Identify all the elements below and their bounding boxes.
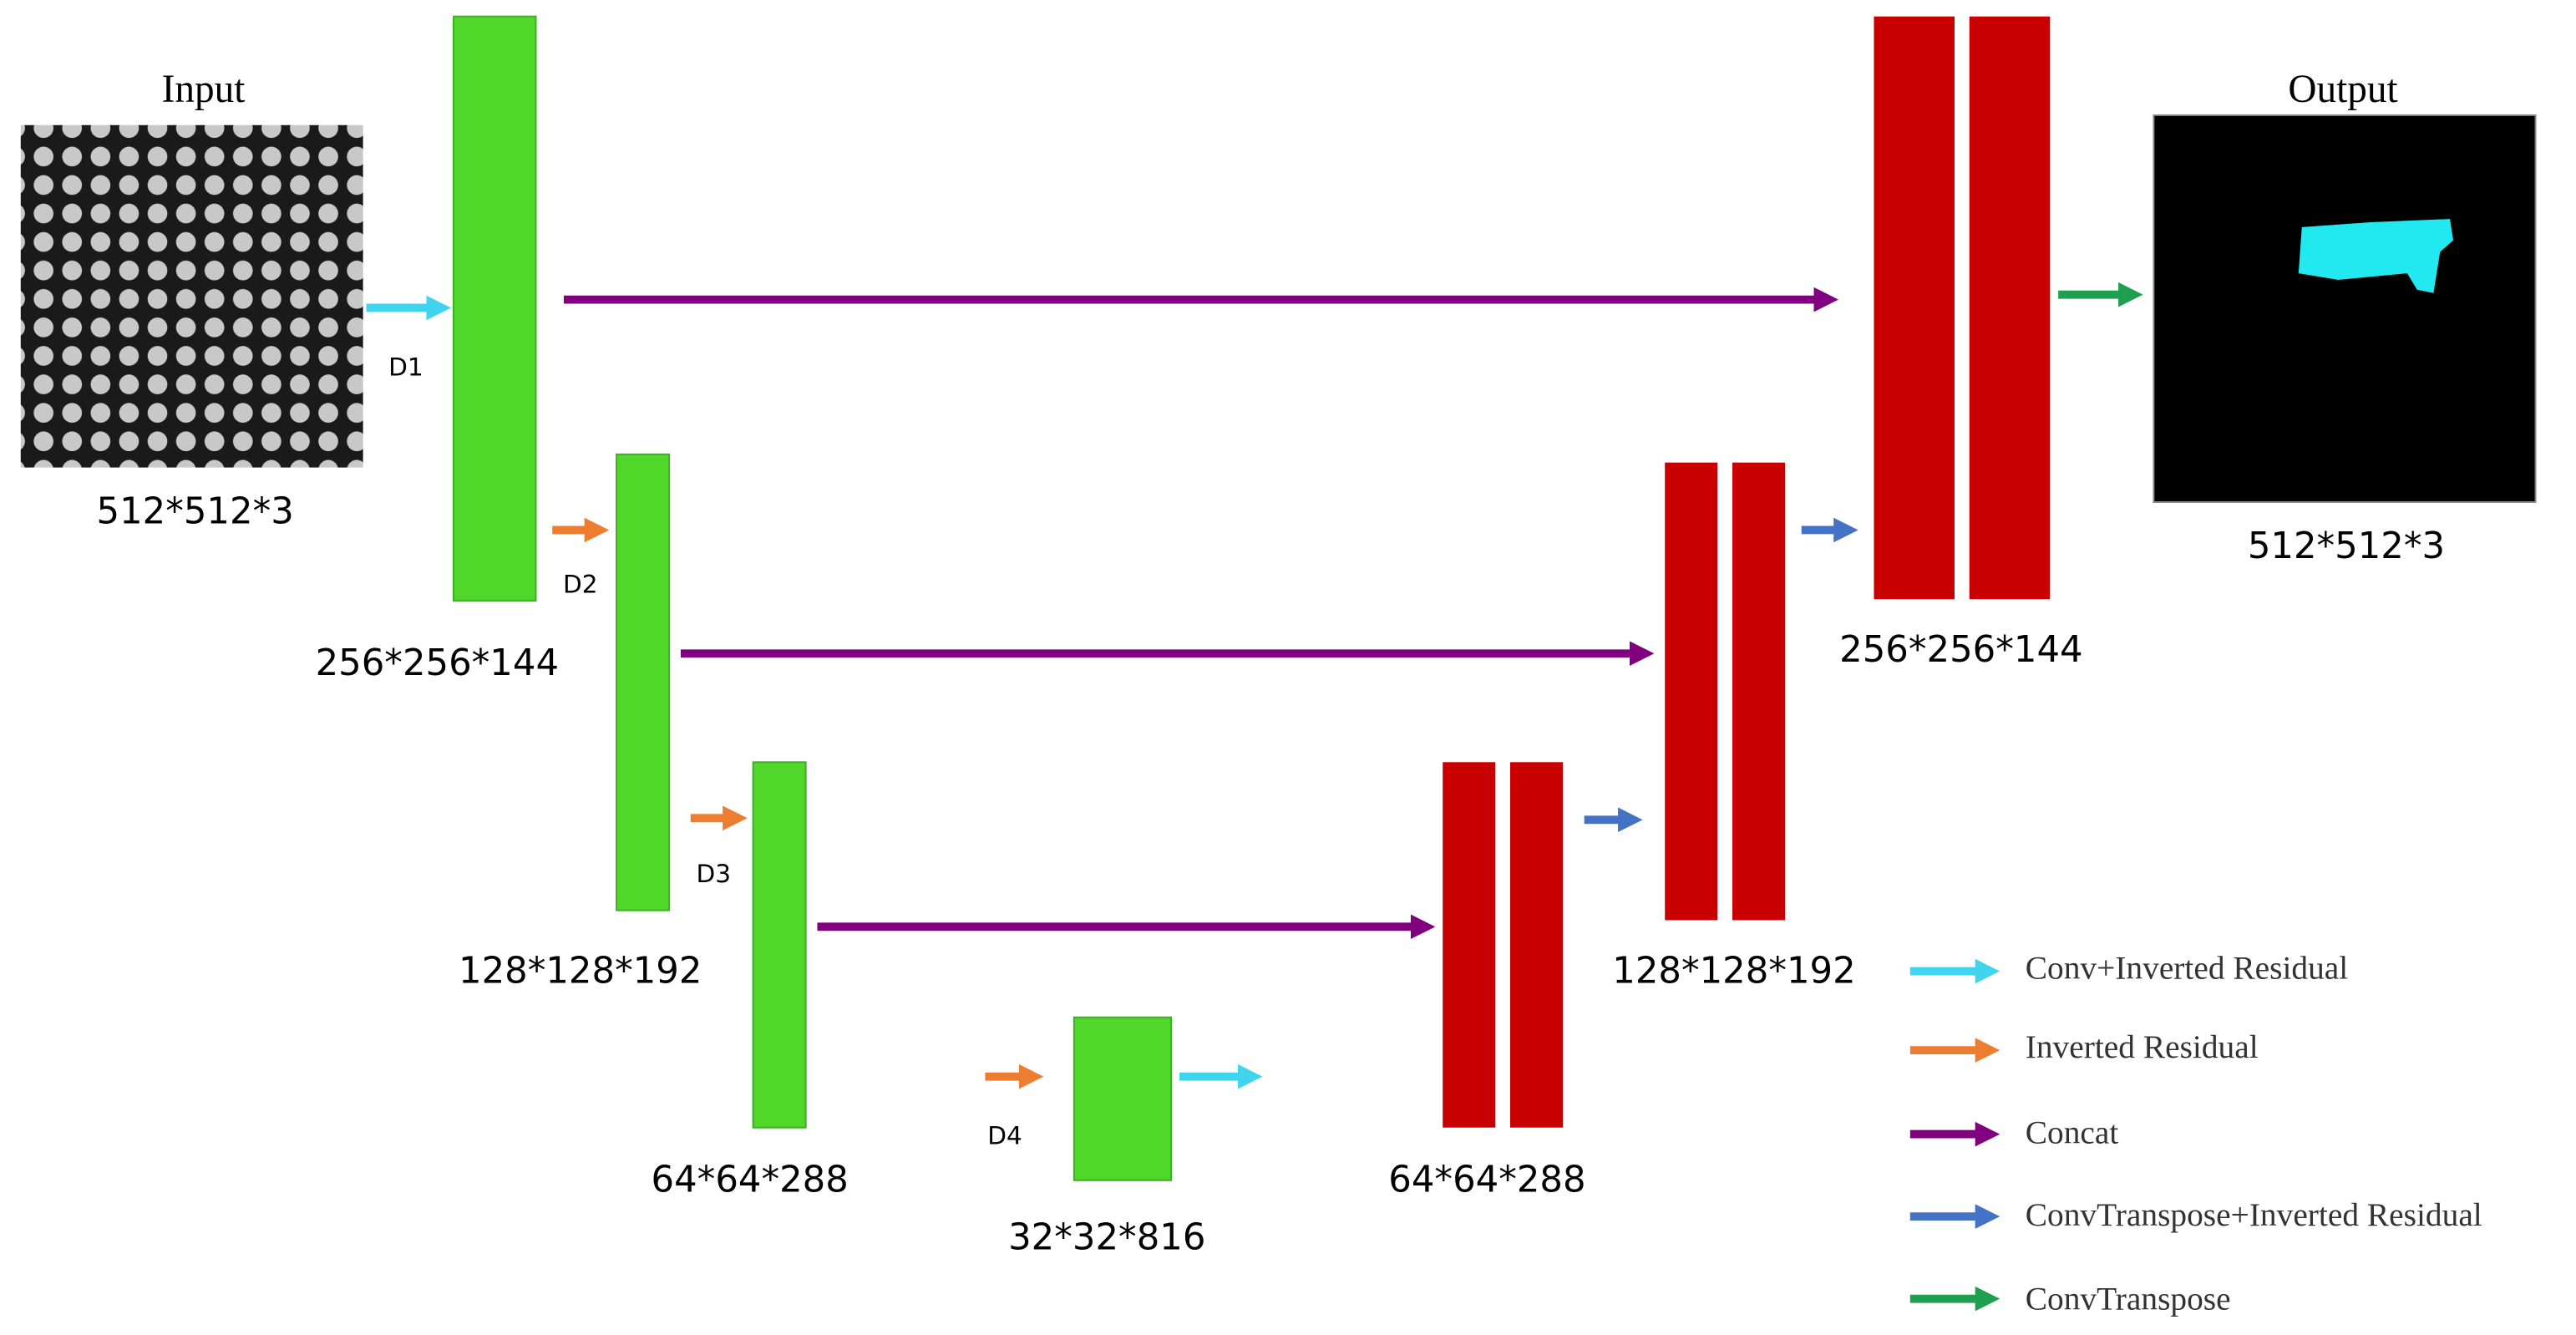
legend-label: ConvTranspose xyxy=(2026,1281,2231,1317)
input-image xyxy=(20,124,363,468)
input-size: 512*512*3 xyxy=(97,491,294,533)
encoder-size: 64*64*288 xyxy=(652,1160,849,1201)
output-mask xyxy=(2298,219,2454,293)
stage-label: D2 xyxy=(563,570,598,598)
encoder-block xyxy=(453,15,537,602)
encoder-block xyxy=(752,761,807,1129)
legend-label: Inverted Residual xyxy=(2026,1028,2259,1065)
decoder-block xyxy=(1443,762,1496,1128)
legend-label: ConvTranspose+Inverted Residual xyxy=(2026,1196,2482,1233)
encoder-size: 256*256*144 xyxy=(316,642,559,684)
stage-label: D4 xyxy=(987,1121,1022,1150)
output-image xyxy=(2153,114,2537,503)
output-size: 512*512*3 xyxy=(2248,525,2445,567)
decoder-block xyxy=(1665,462,1718,921)
encoder-size: 128*128*192 xyxy=(459,950,702,992)
legend-label: Concat xyxy=(2026,1114,2119,1151)
output-title: Output xyxy=(2288,68,2397,111)
decoder-block xyxy=(1732,462,1786,921)
decoder-block xyxy=(1510,762,1564,1128)
stage-label: D3 xyxy=(697,860,732,888)
decoder-size: 256*256*144 xyxy=(1839,629,2082,671)
input-title: Input xyxy=(162,68,246,111)
decoder-size: 64*64*288 xyxy=(1388,1160,1585,1201)
encoder-block xyxy=(616,453,671,911)
decoder-size: 128*128*192 xyxy=(1612,950,1855,992)
legend-label: Conv+Inverted Residual xyxy=(2026,950,2349,987)
decoder-block xyxy=(1969,16,2051,600)
encoder-size: 32*32*816 xyxy=(1008,1217,1205,1259)
stage-label: D1 xyxy=(388,353,423,381)
decoder-block xyxy=(1874,16,1955,600)
encoder-block xyxy=(1072,1016,1173,1181)
